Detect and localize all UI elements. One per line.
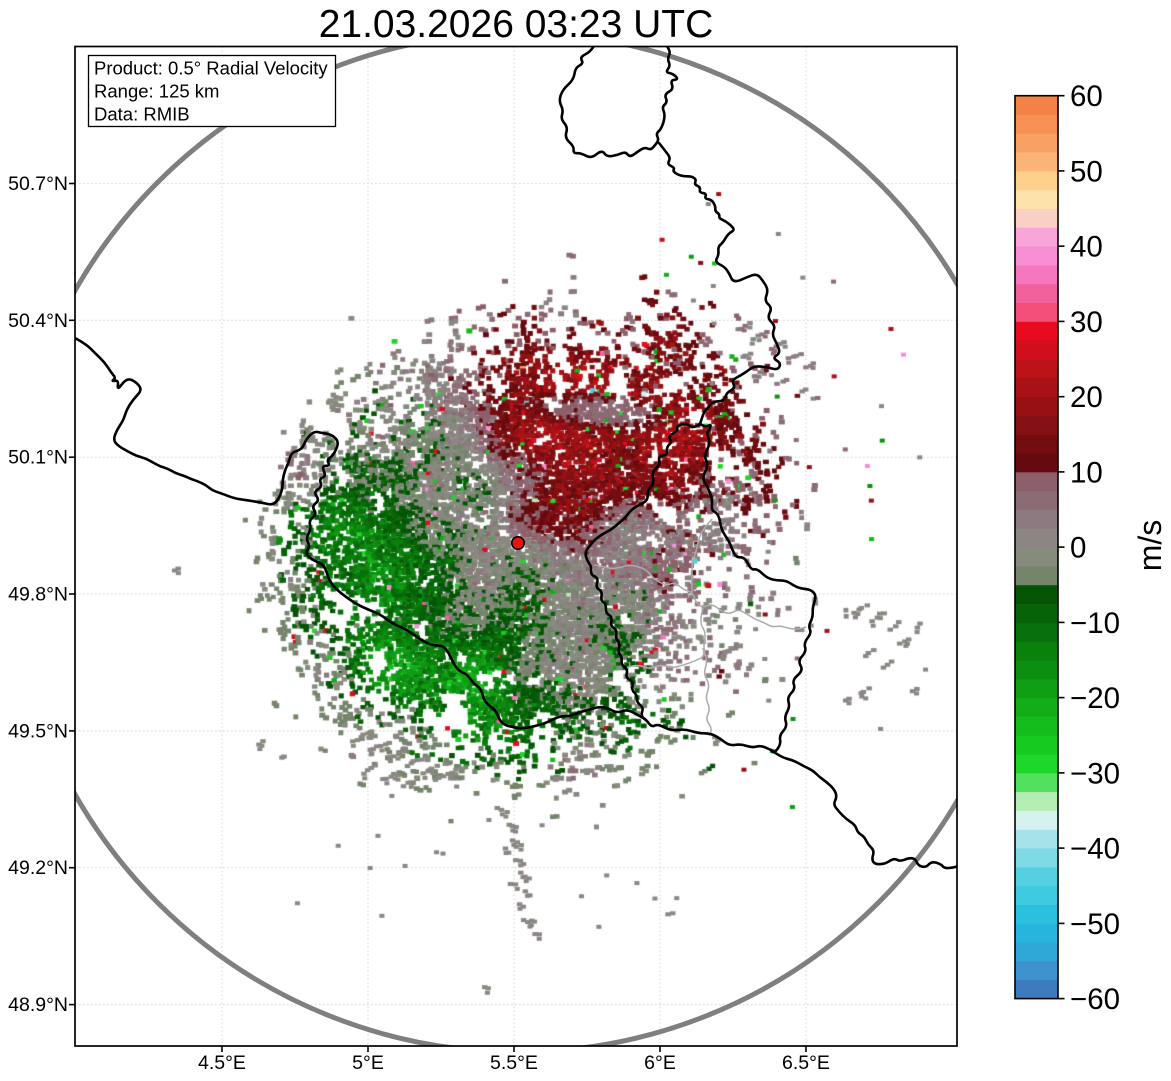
svg-text:50.4°N: 50.4°N <box>8 310 68 332</box>
svg-text:40: 40 <box>1070 231 1103 264</box>
svg-text:60: 60 <box>1070 80 1103 113</box>
svg-text:30: 30 <box>1070 306 1103 339</box>
svg-text:50.7°N: 50.7°N <box>8 173 68 195</box>
svg-text:4.5°E: 4.5°E <box>198 1052 246 1074</box>
svg-text:49.2°N: 49.2°N <box>8 857 68 879</box>
svg-text:m/s: m/s <box>1132 520 1168 572</box>
svg-text:0: 0 <box>1070 532 1086 565</box>
svg-text:5°E: 5°E <box>352 1052 384 1074</box>
svg-text:Range: 125 km: Range: 125 km <box>94 81 219 102</box>
svg-text:−20: −20 <box>1070 682 1120 715</box>
svg-text:6°E: 6°E <box>644 1052 676 1074</box>
svg-text:Data: RMIB: Data: RMIB <box>94 104 190 125</box>
svg-text:10: 10 <box>1070 456 1103 489</box>
svg-text:20: 20 <box>1070 381 1103 414</box>
svg-text:−10: −10 <box>1070 607 1120 640</box>
svg-text:6.5°E: 6.5°E <box>782 1052 830 1074</box>
svg-text:49.5°N: 49.5°N <box>8 720 68 742</box>
svg-text:50: 50 <box>1070 155 1103 188</box>
svg-text:−60: −60 <box>1070 983 1120 1016</box>
svg-text:50.1°N: 50.1°N <box>8 447 68 469</box>
svg-text:48.9°N: 48.9°N <box>8 994 68 1016</box>
svg-text:−40: −40 <box>1070 833 1120 866</box>
svg-text:49.8°N: 49.8°N <box>8 584 68 606</box>
svg-text:−50: −50 <box>1070 908 1120 941</box>
svg-text:−30: −30 <box>1070 757 1120 790</box>
svg-text:21.03.2026 03:23 UTC: 21.03.2026 03:23 UTC <box>319 3 714 46</box>
svg-text:5.5°E: 5.5°E <box>490 1052 538 1074</box>
svg-text:Product: 0.5° Radial Velocity: Product: 0.5° Radial Velocity <box>94 58 328 79</box>
